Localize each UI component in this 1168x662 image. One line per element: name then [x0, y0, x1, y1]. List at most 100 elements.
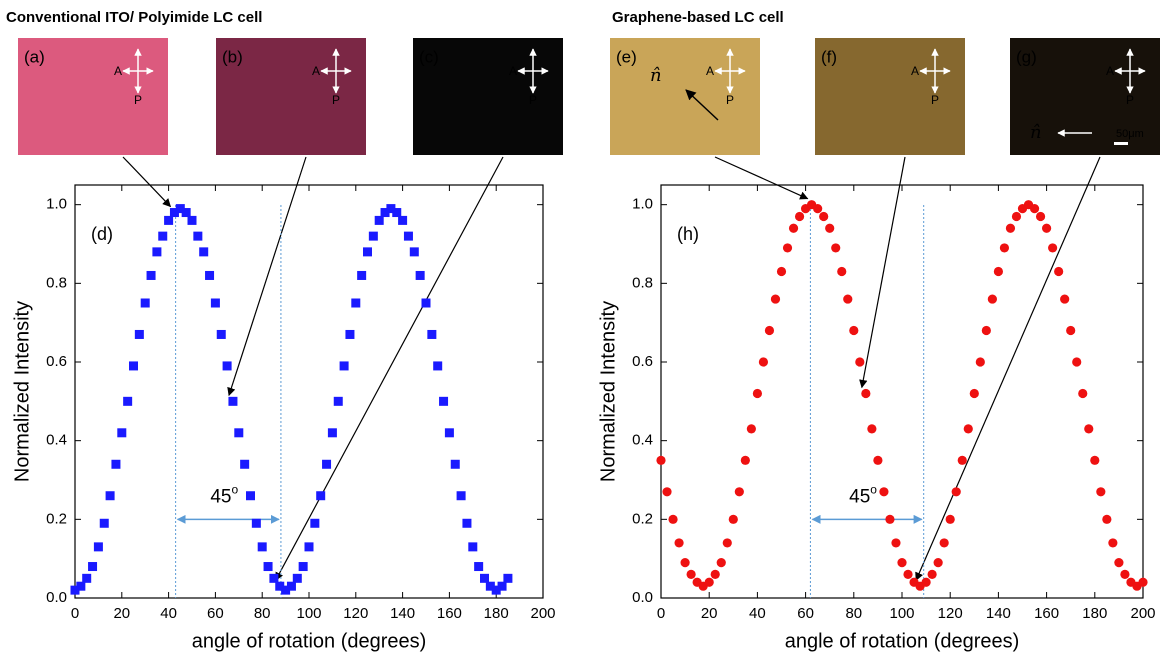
data-point — [327, 428, 337, 438]
data-point — [485, 581, 495, 591]
data-point — [1029, 204, 1040, 214]
data-point — [357, 270, 367, 280]
data-point — [686, 569, 696, 580]
panel-title: Graphene-based LC cell — [612, 9, 784, 26]
data-point — [503, 573, 513, 583]
director-arrow — [685, 89, 719, 121]
data-point — [427, 329, 437, 339]
y-tick-label: 1.0 — [632, 196, 653, 213]
data-point — [257, 542, 267, 552]
data-point — [316, 491, 326, 501]
data-point — [831, 243, 841, 253]
polarizer-label: P — [134, 93, 142, 107]
data-point — [88, 562, 98, 572]
y-axis-label: Normalized Intensity — [597, 301, 619, 482]
data-point — [849, 325, 859, 336]
scale-bar — [1114, 142, 1128, 145]
data-point — [837, 266, 847, 277]
data-point — [251, 518, 261, 528]
data-point — [146, 270, 156, 280]
data-point — [199, 247, 209, 257]
data-point — [945, 514, 955, 524]
data-point — [491, 585, 501, 595]
x-tick-label: 40 — [160, 605, 177, 622]
y-tick-label: 0.6 — [46, 353, 67, 370]
x-tick-label: 0 — [657, 605, 665, 622]
span-value: 45 — [210, 486, 231, 507]
x-tick-label: 60 — [797, 605, 814, 622]
data-point — [169, 208, 179, 218]
data-point — [164, 215, 174, 225]
data-point — [281, 585, 291, 595]
data-point — [1066, 325, 1076, 336]
x-tick-label: 100 — [296, 605, 321, 622]
x-axis-label: angle of rotation (degrees) — [192, 630, 427, 652]
image-label: (e) — [616, 47, 637, 66]
data-point — [758, 357, 769, 367]
data-point — [345, 329, 355, 339]
data-point — [939, 538, 949, 548]
data-point — [728, 514, 738, 524]
data-point — [240, 459, 250, 469]
data-point — [903, 569, 913, 580]
data-point — [333, 396, 343, 406]
data-point — [292, 573, 302, 583]
plot-frame — [74, 184, 544, 599]
data-point — [1011, 211, 1022, 222]
data-point — [1096, 487, 1106, 497]
data-point — [304, 542, 314, 552]
polarizer-label: P — [726, 93, 734, 107]
span-value: 45 — [849, 486, 870, 507]
data-point — [82, 573, 92, 583]
y-axis-label: Normalized Intensity — [11, 301, 33, 482]
data-point — [1060, 294, 1070, 304]
x-tick-label: 40 — [749, 605, 766, 622]
x-tick-label: 200 — [1130, 605, 1155, 622]
x-tick-label: 120 — [938, 605, 963, 622]
data-point — [951, 487, 961, 497]
data-point — [1090, 455, 1100, 465]
data-point — [210, 298, 220, 308]
data-point — [99, 518, 109, 528]
data-point — [480, 573, 489, 583]
x-tick-label: 200 — [530, 605, 555, 622]
data-point — [105, 491, 115, 501]
data-point — [368, 231, 378, 241]
data-point — [879, 487, 889, 497]
data-point — [734, 487, 744, 497]
data-point — [1084, 424, 1094, 434]
data-point — [246, 491, 255, 501]
data-point — [117, 428, 127, 438]
span-degree: o — [231, 483, 238, 497]
data-point — [386, 204, 396, 214]
x-tick-label: 0 — [71, 605, 79, 622]
analyzer-label: A — [312, 64, 320, 78]
data-point — [450, 459, 460, 469]
data-point — [222, 361, 232, 371]
data-point — [181, 208, 191, 218]
data-point — [668, 514, 678, 524]
polarizer-label: P — [332, 93, 340, 107]
data-point — [891, 538, 901, 548]
director-label: n̂ — [650, 65, 662, 86]
data-point — [216, 329, 226, 339]
x-tick-label: 80 — [254, 605, 271, 622]
x-tick-label: 120 — [343, 605, 368, 622]
y-tick-label: 0.4 — [632, 432, 653, 449]
span-degree: o — [870, 483, 877, 497]
y-tick-label: 0.2 — [46, 510, 67, 527]
data-point — [409, 247, 419, 257]
data-point — [205, 270, 215, 280]
analyzer-label: A — [1106, 64, 1114, 78]
data-point — [76, 581, 86, 591]
analyzer-label: A — [911, 64, 919, 78]
x-tick-label: 180 — [1082, 605, 1107, 622]
scale-bar-label: 50μm — [1116, 128, 1144, 140]
callout-arrow — [122, 156, 172, 208]
y-tick-label: 0.4 — [46, 432, 67, 449]
data-point — [1072, 357, 1082, 367]
data-point — [193, 231, 203, 241]
data-point — [70, 585, 80, 595]
data-point — [123, 396, 133, 406]
data-point — [456, 491, 466, 501]
